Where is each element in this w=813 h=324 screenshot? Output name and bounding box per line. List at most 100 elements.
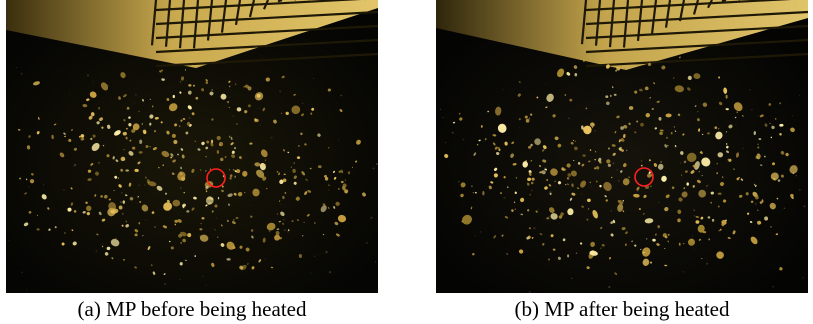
particle xyxy=(187,90,192,95)
particle xyxy=(598,157,602,162)
particle xyxy=(605,64,610,69)
particle xyxy=(100,195,103,198)
particle xyxy=(86,98,90,102)
particle xyxy=(98,162,100,164)
particle xyxy=(231,150,235,154)
particle xyxy=(334,221,339,226)
particle xyxy=(333,205,336,209)
particle xyxy=(525,118,530,123)
particle xyxy=(164,192,168,195)
particle xyxy=(590,122,595,127)
particle xyxy=(232,221,236,225)
particle xyxy=(242,170,248,177)
particle xyxy=(587,160,591,163)
particle xyxy=(23,222,29,227)
particle xyxy=(717,192,722,195)
particle xyxy=(495,106,502,116)
particle xyxy=(216,236,219,238)
particle xyxy=(258,259,262,263)
particle xyxy=(340,180,344,184)
particle xyxy=(674,130,677,132)
particle xyxy=(184,259,187,261)
particle xyxy=(142,98,144,102)
particle xyxy=(227,219,229,223)
particle xyxy=(654,127,658,130)
particle xyxy=(64,135,67,138)
particle xyxy=(338,170,341,173)
particle xyxy=(590,241,595,247)
particle xyxy=(340,169,344,174)
particle xyxy=(732,230,736,235)
particle xyxy=(17,128,21,131)
particle xyxy=(570,141,574,145)
particle xyxy=(101,245,104,248)
particle xyxy=(104,194,108,199)
particle xyxy=(710,201,712,204)
particle xyxy=(262,237,266,243)
particle xyxy=(606,159,611,164)
particle xyxy=(693,209,695,211)
particle xyxy=(558,215,563,219)
particle xyxy=(664,206,669,212)
particle xyxy=(544,160,547,162)
particle xyxy=(172,199,181,207)
particle xyxy=(234,147,236,150)
particle xyxy=(328,147,330,149)
particle xyxy=(282,178,287,183)
particle xyxy=(527,209,530,212)
particle xyxy=(790,193,794,198)
particle xyxy=(472,191,475,194)
particle xyxy=(750,200,754,203)
particle xyxy=(601,244,605,247)
particle xyxy=(229,177,232,180)
particle xyxy=(67,207,72,212)
particle xyxy=(221,185,224,188)
particle xyxy=(205,170,207,172)
particle xyxy=(201,217,205,220)
particle xyxy=(687,238,696,246)
particle xyxy=(29,179,35,184)
particle xyxy=(170,153,174,157)
particle xyxy=(262,107,266,112)
particle xyxy=(645,113,651,118)
particle xyxy=(701,175,703,177)
particle xyxy=(205,186,209,190)
particle xyxy=(777,179,781,182)
particle xyxy=(157,166,160,169)
particle xyxy=(86,211,90,216)
particle xyxy=(721,223,725,227)
particle xyxy=(565,183,567,186)
particle xyxy=(152,147,157,151)
particle xyxy=(305,178,308,181)
particle xyxy=(791,196,794,200)
particle xyxy=(661,65,666,70)
particle xyxy=(110,238,120,247)
particle xyxy=(53,123,57,126)
particle xyxy=(298,254,302,258)
micrograph-before-heating xyxy=(6,0,378,293)
particle xyxy=(517,93,521,97)
particle xyxy=(342,186,346,191)
particle xyxy=(582,154,586,157)
particle xyxy=(85,201,88,205)
particle xyxy=(317,133,321,137)
particle xyxy=(211,210,214,213)
particle xyxy=(567,183,569,186)
particle xyxy=(552,114,556,118)
particle xyxy=(177,153,179,156)
particle xyxy=(347,171,351,175)
particle xyxy=(149,114,154,119)
particle xyxy=(47,207,50,210)
particle xyxy=(356,139,361,145)
particle xyxy=(636,120,639,123)
particle xyxy=(298,145,300,147)
particle xyxy=(162,164,165,166)
particle xyxy=(589,181,591,184)
particle xyxy=(493,167,498,172)
particle xyxy=(251,266,255,270)
particle xyxy=(87,178,92,181)
particle xyxy=(205,81,209,85)
particle xyxy=(250,215,253,218)
particle xyxy=(603,181,612,191)
particle xyxy=(274,234,281,241)
